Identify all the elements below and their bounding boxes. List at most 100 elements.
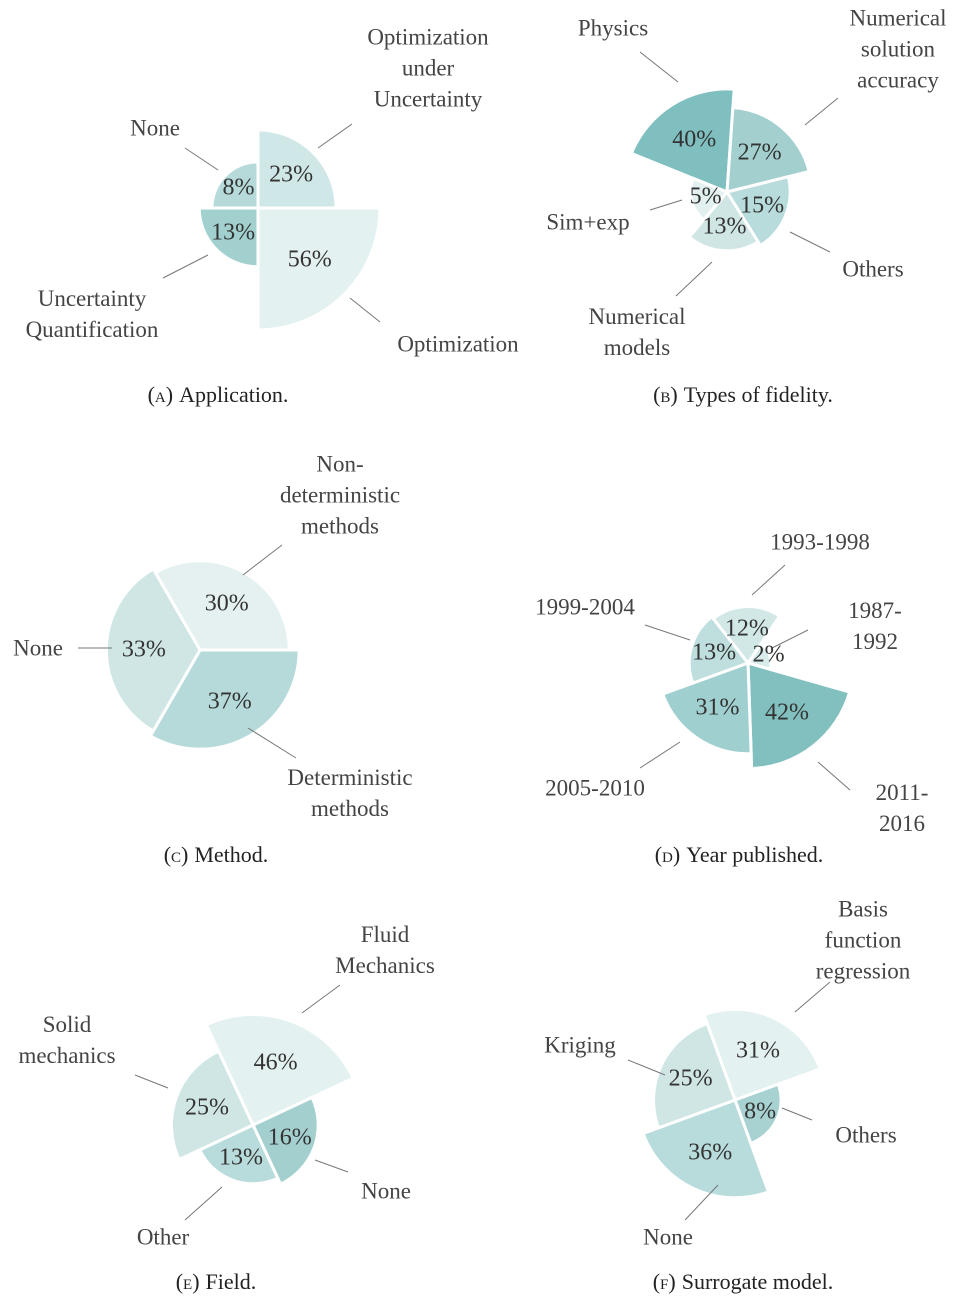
percent-label: 5% [689, 183, 722, 210]
category-label: Basis function regression [815, 896, 911, 984]
slice [652, 1021, 737, 1130]
leader-line [804, 97, 839, 126]
leader-line [242, 544, 283, 576]
category-label: 1993-1998 [770, 529, 870, 555]
category-label: Numerical models [588, 304, 686, 360]
leader-line [644, 624, 691, 641]
caption-label: (e) [175, 1269, 200, 1294]
leader-line [751, 564, 786, 596]
leader-line [301, 984, 341, 1014]
category-label: None [130, 115, 180, 141]
caption-label: (d) [654, 842, 681, 867]
percent-label: 40% [672, 126, 717, 153]
category-label: Others [842, 256, 904, 282]
percent-label: 42% [765, 699, 810, 726]
percent-label: 33% [121, 636, 166, 663]
leader-line [771, 629, 809, 649]
slice [660, 660, 753, 756]
leader-line [684, 1184, 719, 1221]
percent-label: 12% [724, 615, 769, 642]
leader-line [134, 1074, 169, 1089]
category-label: Deterministic methods [287, 765, 413, 821]
caption: (d) Year published. [655, 842, 824, 868]
category-label: None [361, 1178, 411, 1204]
leader-line [627, 1059, 666, 1076]
slice [210, 160, 260, 210]
percent-label: 36% [688, 1139, 733, 1166]
category-label: Others [835, 1122, 897, 1148]
percent-label: 13% [702, 213, 747, 240]
percent-label: 8% [744, 1098, 777, 1125]
leader-line [314, 1159, 349, 1173]
caption: (f) Surrogate model. [653, 1269, 834, 1295]
percent-label: 13% [211, 219, 256, 246]
caption-label: (b) [653, 382, 678, 407]
category-label: Numerical solution accuracy [849, 5, 947, 93]
percent-label: 27% [737, 139, 782, 166]
percent-label: 31% [736, 1037, 780, 1064]
category-label: Sim+exp [546, 209, 630, 235]
leader-line [162, 254, 209, 279]
percent-label: 30% [204, 590, 249, 617]
percent-label: 2% [752, 641, 785, 668]
slice [104, 566, 202, 734]
percent-label: 31% [695, 694, 740, 721]
leader-line [649, 199, 683, 211]
category-label: None [13, 635, 63, 661]
leader-line [184, 147, 219, 171]
percent-label: 15% [740, 192, 785, 219]
category-label: Fluid Mechanics [335, 922, 435, 978]
percent-label: 25% [185, 1094, 230, 1121]
leader-line [184, 1186, 223, 1221]
percent-label: 13% [692, 639, 737, 666]
caption: (b) Types of fidelity. [653, 382, 833, 408]
slice [251, 1095, 320, 1187]
leader-line [817, 761, 851, 791]
slice [197, 206, 260, 269]
leader-line [794, 981, 831, 1013]
slice [746, 660, 852, 771]
category-label: Optimization under Uncertainty [367, 24, 489, 112]
leader-line [781, 1107, 813, 1121]
slice [687, 614, 751, 686]
percent-label: 16% [267, 1124, 312, 1151]
slice [256, 128, 338, 210]
slice [256, 206, 382, 332]
percent-label: 37% [207, 688, 252, 715]
caption-title: Surrogate model. [681, 1269, 834, 1294]
category-label: Other [136, 1224, 190, 1250]
percent-label: 23% [269, 161, 314, 188]
slice [204, 1013, 356, 1127]
slice [170, 1049, 255, 1162]
slice [724, 174, 792, 248]
caption: (e) Field. [176, 1269, 257, 1295]
caption-label: (a) [147, 382, 174, 407]
slice [711, 605, 782, 666]
category-label: Solid mechanics [18, 1012, 116, 1068]
leader-line [675, 261, 713, 297]
slice [689, 176, 730, 223]
leader-line [247, 727, 297, 759]
caption-title: Method. [194, 842, 269, 867]
percent-label: 13% [218, 1144, 263, 1171]
slice [725, 105, 812, 194]
category-label: None [643, 1224, 693, 1250]
category-label: Physics [577, 15, 649, 41]
percent-label: 8% [222, 174, 255, 201]
slice [641, 1098, 771, 1200]
caption: (c) Method. [164, 842, 269, 868]
percent-label: 46% [253, 1049, 298, 1076]
caption-title: Types of fidelity. [683, 382, 833, 407]
caption-label: (c) [163, 842, 189, 867]
caption-title: Application. [179, 382, 289, 407]
percent-label: 56% [287, 246, 332, 273]
category-label: 1987-1992 [848, 598, 902, 654]
leader-line [789, 231, 831, 253]
leader-line [349, 297, 381, 323]
percent-label: 25% [668, 1065, 713, 1092]
caption-title: Year published. [686, 842, 824, 867]
category-label: 2005-2010 [545, 775, 645, 801]
leader-line [639, 741, 681, 769]
